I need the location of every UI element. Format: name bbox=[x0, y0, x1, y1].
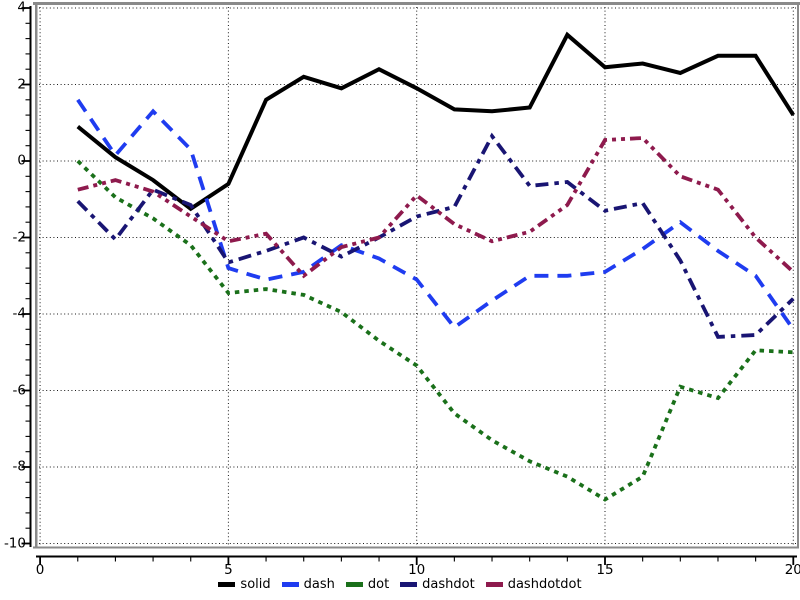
y-tick-label-4: 4 bbox=[17, 0, 26, 16]
frame-bottom bbox=[33, 546, 799, 549]
legend-label-dashdotdot: dashdotdot bbox=[507, 577, 582, 592]
axes-and-ticks bbox=[21, 6, 797, 565]
legend-item-dot: dot bbox=[345, 577, 390, 592]
y-tick-label--4: -4 bbox=[12, 305, 26, 322]
legend-swatch-dash bbox=[281, 582, 299, 587]
plot-frame bbox=[33, 2, 800, 549]
data-series bbox=[76, 31, 795, 502]
series-line-solid bbox=[76, 31, 795, 212]
legend-label-dash: dash bbox=[303, 577, 335, 592]
legend-label-solid: solid bbox=[240, 577, 271, 592]
series-line-dashdotdot bbox=[77, 136, 795, 279]
frame-left bbox=[35, 2, 38, 548]
x-tick-label-0: 0 bbox=[35, 562, 45, 578]
frame-right bbox=[797, 2, 799, 548]
legend-swatch-solid bbox=[218, 582, 236, 587]
gridlines bbox=[39, 7, 796, 547]
y-tick-label--6: -6 bbox=[12, 381, 26, 398]
x-tick-label-15: 15 bbox=[596, 562, 614, 578]
legend-label-dot: dot bbox=[367, 577, 390, 592]
y-tick-label--10: -10 bbox=[3, 534, 26, 551]
legend-swatch-dashdot bbox=[400, 582, 418, 587]
y-tick-label--8: -8 bbox=[12, 458, 26, 475]
legend-item-dashdotdot: dashdotdot bbox=[485, 577, 582, 592]
series-line-dot bbox=[76, 159, 794, 502]
series-line-dashdot bbox=[76, 132, 795, 339]
series-line-dash bbox=[76, 98, 795, 331]
legend-label-dashdot: dashdot bbox=[422, 577, 475, 592]
x-tick-label-10: 10 bbox=[408, 562, 426, 578]
legend-item-solid: solid bbox=[218, 577, 271, 592]
legend: solid dash dot dashdot dashdotdot bbox=[0, 577, 800, 592]
frame-top bbox=[33, 2, 800, 5]
x-tick-label-20: 20 bbox=[784, 562, 800, 578]
x-tick-label-5: 5 bbox=[224, 562, 233, 578]
legend-swatch-dashdotdot bbox=[485, 582, 503, 587]
y-tick-label-2: 2 bbox=[17, 75, 26, 92]
legend-item-dash: dash bbox=[281, 577, 335, 592]
y-tick-label-0: 0 bbox=[17, 152, 26, 169]
legend-swatch-dot bbox=[345, 582, 363, 587]
legend-item-dashdot: dashdot bbox=[400, 577, 475, 592]
y-tick-label--2: -2 bbox=[12, 228, 26, 245]
